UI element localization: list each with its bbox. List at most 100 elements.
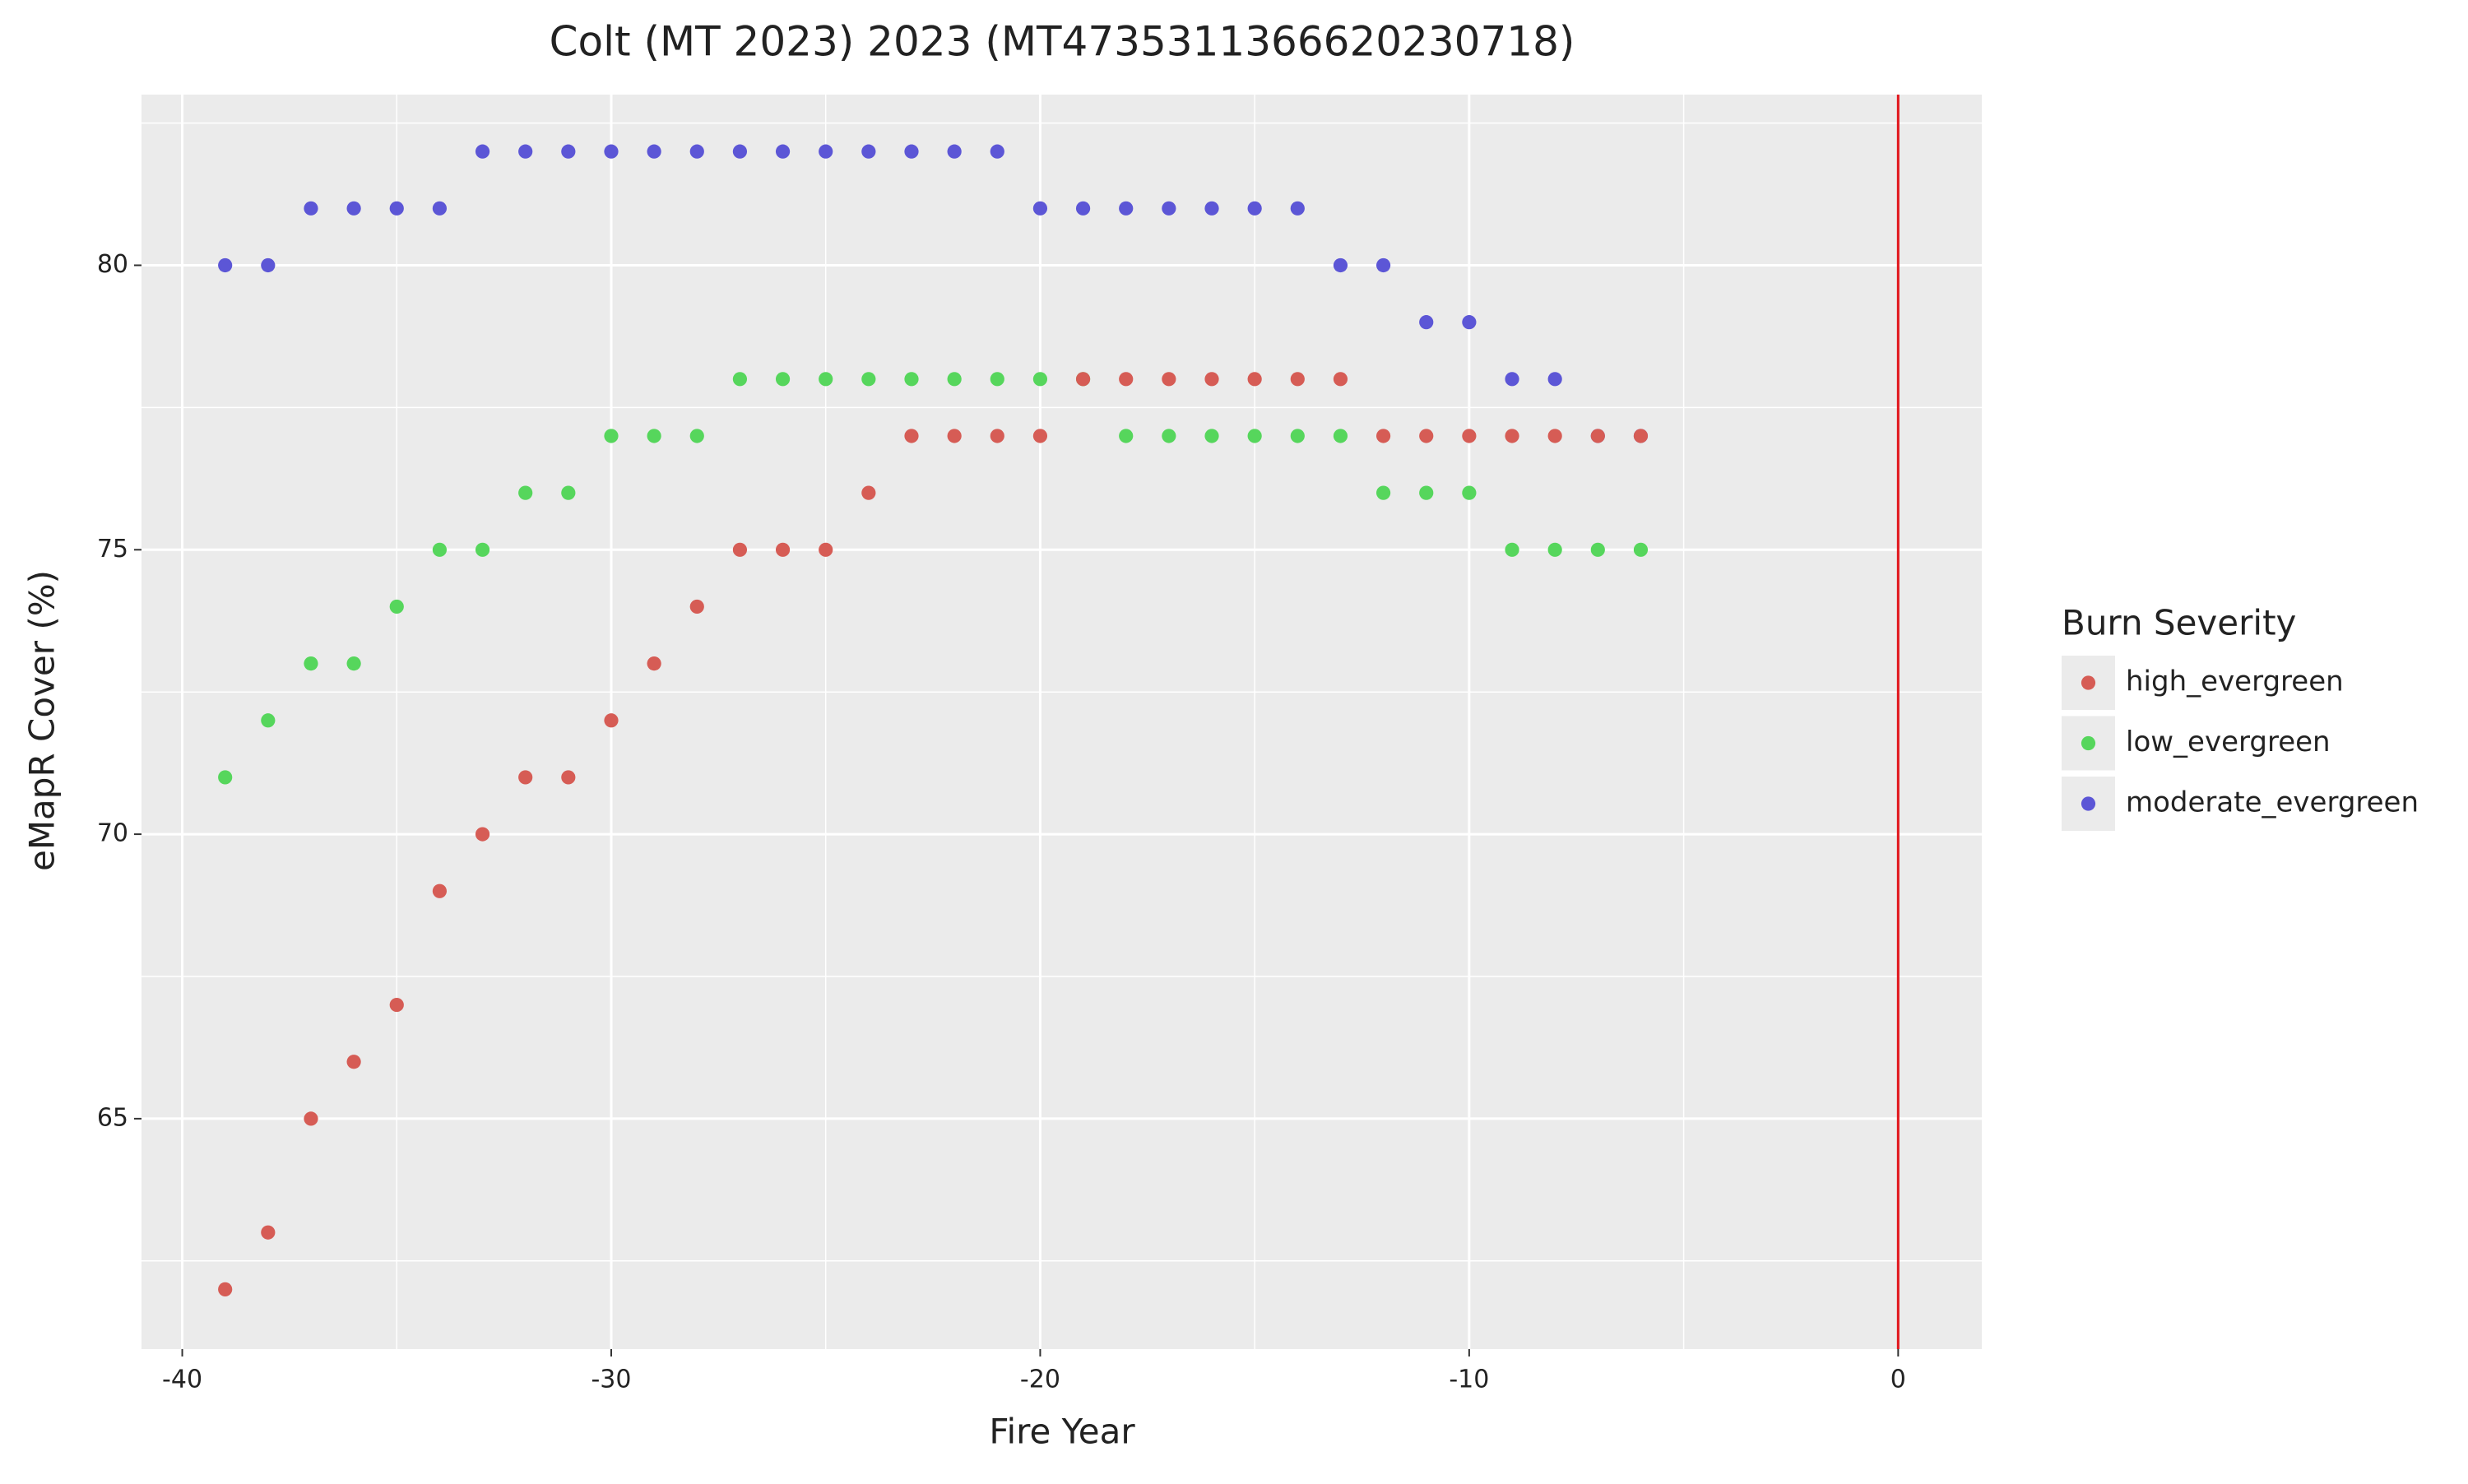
data-point xyxy=(1419,485,1434,500)
data-point xyxy=(389,599,404,614)
x-tick-label: -40 xyxy=(162,1366,202,1394)
data-point xyxy=(304,656,318,671)
data-point xyxy=(1547,372,1562,387)
data-point xyxy=(904,144,919,159)
data-point xyxy=(1247,429,1262,443)
data-point xyxy=(819,144,833,159)
data-point xyxy=(1119,372,1134,387)
data-point xyxy=(561,770,576,785)
plot-background xyxy=(141,95,1982,1349)
data-point xyxy=(561,144,576,159)
y-tick-label: 65 xyxy=(97,1103,128,1132)
data-point xyxy=(1547,542,1562,557)
data-point xyxy=(732,542,748,557)
data-point xyxy=(218,1282,233,1296)
data-point xyxy=(689,144,704,159)
data-point xyxy=(904,429,919,443)
data-point xyxy=(1633,542,1649,557)
data-point xyxy=(1290,429,1305,443)
data-point xyxy=(1419,315,1434,330)
data-point xyxy=(389,201,404,216)
data-point xyxy=(689,599,704,614)
data-point xyxy=(1032,429,1048,443)
data-point xyxy=(1075,201,1091,216)
data-point xyxy=(1162,372,1176,387)
data-point xyxy=(346,656,361,671)
data-point xyxy=(604,713,619,728)
data-point xyxy=(1375,429,1391,443)
data-point xyxy=(861,485,876,500)
data-point xyxy=(732,372,748,387)
data-point xyxy=(861,372,876,387)
data-point xyxy=(1375,485,1391,500)
data-point xyxy=(1333,372,1348,387)
data-point xyxy=(346,1055,361,1069)
data-point xyxy=(689,429,704,443)
data-point xyxy=(604,144,619,159)
data-point xyxy=(647,144,661,159)
data-point xyxy=(1633,429,1649,443)
data-point xyxy=(1290,372,1305,387)
data-point xyxy=(1505,372,1519,387)
data-point xyxy=(775,542,791,557)
data-point xyxy=(304,201,318,216)
data-point xyxy=(947,144,962,159)
x-tick-label: -10 xyxy=(1449,1366,1489,1394)
legend-marker xyxy=(2081,796,2096,811)
data-point xyxy=(861,144,876,159)
x-tick-label: -20 xyxy=(1020,1366,1060,1394)
data-point xyxy=(1290,201,1305,216)
legend-marker xyxy=(2081,675,2096,690)
data-point xyxy=(647,429,661,443)
data-point xyxy=(1505,542,1519,557)
x-tick-label: -30 xyxy=(591,1366,631,1394)
data-point xyxy=(1462,485,1477,500)
data-point xyxy=(1204,429,1219,443)
data-point xyxy=(1419,429,1434,443)
data-point xyxy=(990,144,1004,159)
data-point xyxy=(1204,372,1219,387)
data-point xyxy=(1247,201,1262,216)
data-point xyxy=(775,144,791,159)
data-point xyxy=(1204,201,1219,216)
legend-label: high_evergreen xyxy=(2126,665,2344,698)
y-tick-label: 70 xyxy=(97,819,128,848)
x-tick-label: 0 xyxy=(1890,1366,1906,1394)
data-point xyxy=(732,144,748,159)
data-point xyxy=(261,1225,276,1240)
data-point xyxy=(775,372,791,387)
data-point xyxy=(947,429,962,443)
data-point xyxy=(475,144,490,159)
data-point xyxy=(261,257,276,273)
data-point xyxy=(432,201,448,216)
data-point xyxy=(1375,257,1391,273)
y-tick-label: 80 xyxy=(97,250,128,279)
data-point xyxy=(304,1111,318,1126)
data-point xyxy=(1462,315,1477,330)
data-point xyxy=(1032,372,1048,387)
data-point xyxy=(947,372,962,387)
data-point xyxy=(1162,429,1176,443)
data-point xyxy=(1547,429,1562,443)
data-point xyxy=(389,997,404,1013)
x-axis-title: Fire Year xyxy=(989,1412,1135,1452)
data-point xyxy=(1032,201,1048,216)
data-point xyxy=(561,485,576,500)
legend-marker xyxy=(2081,735,2096,751)
data-point xyxy=(1462,429,1477,443)
data-point xyxy=(261,713,276,728)
data-point xyxy=(475,542,490,557)
data-point xyxy=(1333,257,1348,273)
data-point xyxy=(990,429,1004,443)
data-point xyxy=(218,257,233,273)
data-point xyxy=(990,372,1004,387)
data-point xyxy=(475,827,490,842)
data-point xyxy=(819,372,833,387)
data-point xyxy=(1333,429,1348,443)
data-point xyxy=(346,201,361,216)
data-point xyxy=(904,372,919,387)
data-point xyxy=(518,144,533,159)
data-point xyxy=(1119,201,1134,216)
